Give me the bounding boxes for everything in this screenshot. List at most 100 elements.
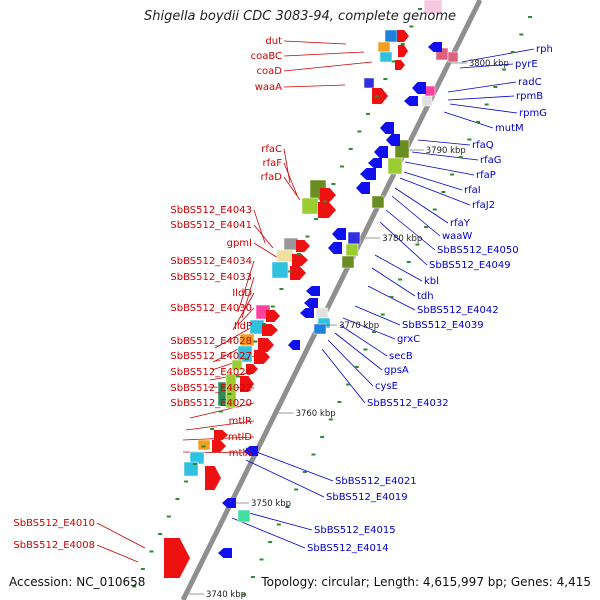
minor-tick [311,453,316,456]
minor-tick [250,576,255,578]
gene-arrow [164,538,190,578]
minor-tick [493,86,498,88]
gene-arrow [360,168,376,180]
gene-block [424,85,436,97]
gene-label-left: SbBS512_E4033 [170,272,252,283]
gene-block [197,439,211,451]
minor-tick [354,366,359,368]
gene-block [217,381,227,407]
gene-label-right: SbBS512_E4049 [429,260,511,271]
minor-tick [322,200,327,203]
minor-tick [458,156,463,158]
right-connector [447,81,517,93]
gene-label-right: gpsA [384,365,409,376]
minor-tick [400,43,405,45]
gene-label-right: rfaJ2 [472,200,495,211]
gene-block [377,41,391,53]
gene-label-left: rfaC [261,144,282,155]
right-connector [449,103,518,114]
gene-label-left: SbBS512_E4034 [170,256,252,267]
gene-label-right: SbBS512_E4032 [367,398,449,409]
minor-tick [510,51,515,53]
gene-label-left: mtlA [229,448,252,459]
minor-tick [337,401,342,403]
gene-arrow [240,376,254,392]
gene-arrow [318,202,336,218]
gene-label-left: SbBS512_E4008 [13,540,95,551]
gene-label-right: SbBS512_E4039 [402,320,484,331]
gene-label-left: SbBS512_E4010 [13,518,95,529]
scale-label: 3770 kbp [339,321,379,331]
minor-tick [406,261,411,263]
gene-arrow [300,308,314,318]
minor-tick [328,418,333,421]
gene-arrow [397,30,409,42]
scale-label: 3740 kbp [206,590,246,600]
minor-tick [236,375,241,378]
gene-arrow [332,228,346,240]
scale-ticks [132,8,533,596]
left-connector [253,224,274,249]
minor-tick [149,550,154,553]
gene-arrow [395,60,405,70]
gene-arrow [244,446,258,456]
minor-tick [184,480,189,483]
gene-block [421,95,433,107]
gene-block [249,319,265,335]
minor-tick [441,191,446,193]
gene-label-left: SbBS512_E4027 [170,351,252,362]
gene-label-right: cysE [375,381,398,392]
gene-arrow [412,82,426,94]
scale-labels: 3800 kbp 3790 kbp 3780 kbp 3770 kbp 3760 kbp… [206,59,509,600]
minor-tick [270,305,275,308]
left-connector [283,162,298,196]
accession-text: Accession: NC_010658 [9,575,146,589]
right-connector [339,324,388,357]
gene-arrow [374,146,388,158]
gene-block [384,29,398,43]
minor-tick [415,243,420,246]
gene-block [423,0,443,15]
minor-tick [424,226,429,228]
left-connector [283,176,301,201]
gene-block [283,237,299,251]
minor-tick [132,585,137,588]
right-connector [417,139,471,146]
scale-label: 3800 kbp [469,59,509,69]
minor-tick [253,340,258,343]
gene-features [164,0,459,578]
gene-label-right: rph [536,44,553,55]
minor-tick [467,138,472,141]
right-connector [394,187,449,224]
minor-tick [383,78,388,80]
gene-arrow [372,88,388,104]
gene-arrow [398,45,408,57]
minor-tick [192,463,197,465]
gene-label-right: grxC [397,334,420,345]
minor-tick [158,533,163,535]
gene-arrow [258,338,274,352]
scale-label: 3790 kbp [426,146,466,156]
minor-tick [175,498,180,500]
minor-tick [418,8,423,10]
scale-label: 3780 kbp [382,234,422,244]
gene-arrow [380,122,394,134]
gene-block [387,157,403,175]
left-connector [232,292,255,331]
gene-label-right: pyrE [515,59,538,70]
minor-tick [259,558,264,561]
gene-label-left: mtlD [228,432,252,443]
right-connector [237,509,313,531]
gene-label-left: mtlR [229,416,252,427]
right-connector [371,267,416,297]
right-connector [385,209,436,251]
minor-tick [389,296,394,298]
gene-label-left: SbBS512_E4043 [170,205,252,216]
minor-tick [357,130,362,133]
gene-label-right: rpmB [516,91,543,102]
minor-tick [320,436,325,438]
gene-arrow [328,242,342,254]
gene-label-right: rfaY [450,218,471,229]
minor-tick [528,16,533,18]
gene-label-right: waaW [442,231,472,242]
